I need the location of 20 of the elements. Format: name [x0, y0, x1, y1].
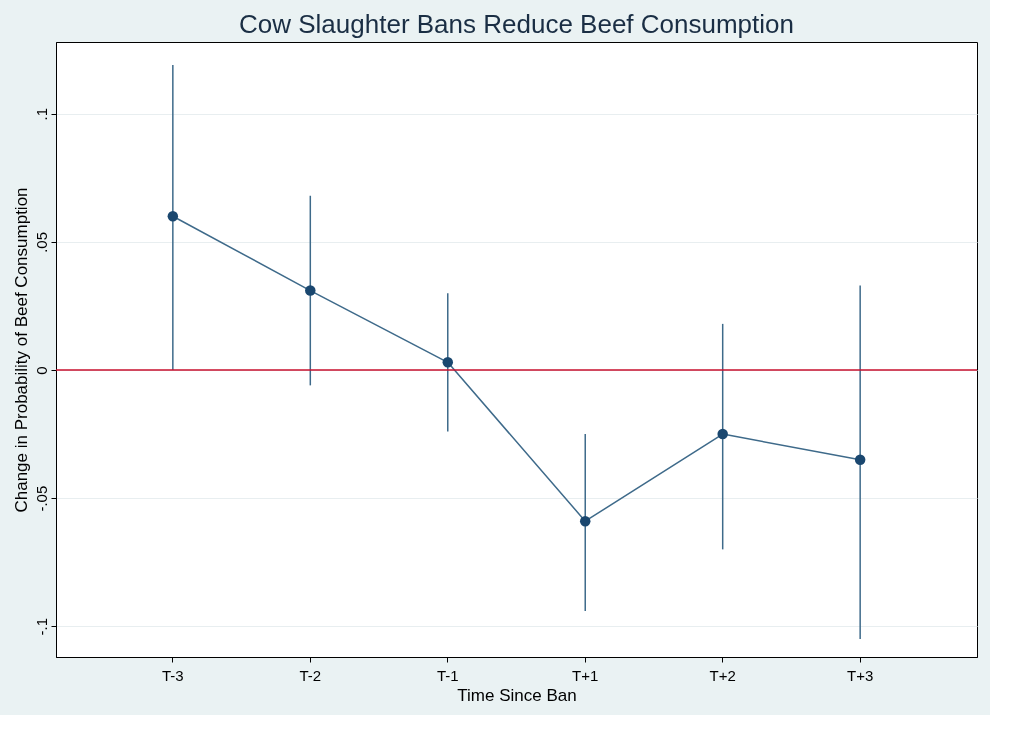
chart-title: Cow Slaughter Bans Reduce Beef Consumption	[239, 9, 794, 39]
x-tick-label: T+1	[572, 666, 599, 684]
x-tick-label: T-1	[436, 666, 459, 684]
point	[854, 454, 866, 465]
x-axis-title: Time Since Ban	[457, 685, 577, 705]
x-tick-label: T-3	[162, 666, 184, 684]
x-tick-label: T+3	[847, 666, 874, 684]
y-axis-title: Change in Probability of Beef Consumption	[11, 187, 31, 513]
y-tick-label: 0	[32, 366, 50, 375]
point	[305, 285, 316, 296]
point	[579, 515, 591, 527]
x-tick-label: T-2	[299, 666, 322, 684]
x-tick-label: T+2	[709, 666, 736, 684]
point	[442, 357, 454, 368]
y-tick-label: .05	[32, 231, 50, 253]
y-tick-label: .1	[32, 107, 50, 121]
y-tick-label: -.1	[32, 617, 50, 636]
point	[717, 428, 728, 440]
y-tick-label: -.05	[32, 485, 50, 512]
point	[167, 211, 179, 222]
